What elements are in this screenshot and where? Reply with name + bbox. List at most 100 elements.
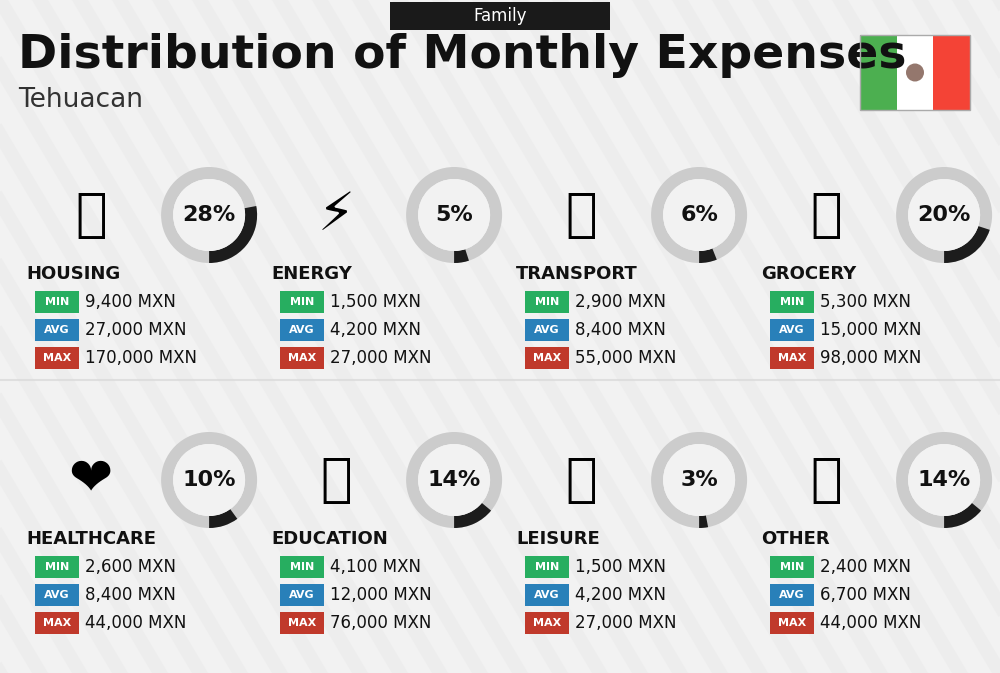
- Text: OTHER: OTHER: [761, 530, 830, 548]
- Text: MIN: MIN: [535, 562, 559, 572]
- Text: AVG: AVG: [534, 590, 560, 600]
- Text: 🏢: 🏢: [76, 189, 107, 241]
- Circle shape: [173, 444, 245, 516]
- Text: Distribution of Monthly Expenses: Distribution of Monthly Expenses: [18, 32, 906, 77]
- FancyBboxPatch shape: [525, 319, 569, 341]
- FancyBboxPatch shape: [770, 612, 814, 634]
- Text: AVG: AVG: [289, 590, 315, 600]
- Text: MIN: MIN: [290, 297, 314, 307]
- Text: MIN: MIN: [780, 562, 804, 572]
- Text: MAX: MAX: [288, 618, 316, 628]
- Text: 20%: 20%: [917, 205, 971, 225]
- Text: 10%: 10%: [182, 470, 236, 490]
- FancyBboxPatch shape: [525, 612, 569, 634]
- Text: Tehuacan: Tehuacan: [18, 87, 143, 113]
- Text: 2,900 MXN: 2,900 MXN: [575, 293, 666, 311]
- Text: 4,200 MXN: 4,200 MXN: [330, 321, 421, 339]
- Text: 44,000 MXN: 44,000 MXN: [820, 614, 921, 632]
- Text: 44,000 MXN: 44,000 MXN: [85, 614, 186, 632]
- Text: 55,000 MXN: 55,000 MXN: [575, 349, 676, 367]
- Text: 4,200 MXN: 4,200 MXN: [575, 586, 666, 604]
- Text: HOUSING: HOUSING: [26, 265, 120, 283]
- FancyBboxPatch shape: [933, 35, 970, 110]
- Text: 🎓: 🎓: [321, 454, 352, 506]
- Text: 15,000 MXN: 15,000 MXN: [820, 321, 922, 339]
- FancyBboxPatch shape: [897, 35, 933, 110]
- Text: 5,300 MXN: 5,300 MXN: [820, 293, 911, 311]
- Wedge shape: [944, 226, 990, 263]
- FancyBboxPatch shape: [280, 319, 324, 341]
- Text: AVG: AVG: [289, 325, 315, 335]
- Circle shape: [908, 179, 980, 251]
- Text: MAX: MAX: [288, 353, 316, 363]
- Text: HEALTHCARE: HEALTHCARE: [26, 530, 156, 548]
- Circle shape: [906, 63, 924, 81]
- Wedge shape: [944, 503, 981, 528]
- Text: ENERGY: ENERGY: [271, 265, 352, 283]
- Text: EDUCATION: EDUCATION: [271, 530, 388, 548]
- Text: 1,500 MXN: 1,500 MXN: [330, 293, 421, 311]
- Circle shape: [418, 179, 490, 251]
- Text: 27,000 MXN: 27,000 MXN: [330, 349, 432, 367]
- FancyBboxPatch shape: [770, 291, 814, 313]
- Text: AVG: AVG: [44, 325, 70, 335]
- FancyBboxPatch shape: [770, 347, 814, 369]
- Text: 6,700 MXN: 6,700 MXN: [820, 586, 911, 604]
- FancyBboxPatch shape: [35, 347, 79, 369]
- FancyBboxPatch shape: [525, 347, 569, 369]
- Text: 2,400 MXN: 2,400 MXN: [820, 558, 911, 576]
- Text: 6%: 6%: [680, 205, 718, 225]
- FancyBboxPatch shape: [280, 291, 324, 313]
- Wedge shape: [406, 167, 502, 263]
- Text: 170,000 MXN: 170,000 MXN: [85, 349, 197, 367]
- Text: MAX: MAX: [778, 618, 806, 628]
- Text: 12,000 MXN: 12,000 MXN: [330, 586, 432, 604]
- Text: 🛍️: 🛍️: [566, 454, 597, 506]
- Text: 28%: 28%: [182, 205, 236, 225]
- Text: ❤️: ❤️: [69, 454, 114, 506]
- FancyBboxPatch shape: [280, 556, 324, 578]
- Text: MAX: MAX: [778, 353, 806, 363]
- FancyBboxPatch shape: [390, 2, 610, 30]
- Text: MIN: MIN: [290, 562, 314, 572]
- FancyBboxPatch shape: [35, 319, 79, 341]
- Text: GROCERY: GROCERY: [761, 265, 856, 283]
- Text: AVG: AVG: [779, 325, 805, 335]
- Text: 76,000 MXN: 76,000 MXN: [330, 614, 431, 632]
- Text: 27,000 MXN: 27,000 MXN: [575, 614, 676, 632]
- Circle shape: [908, 444, 980, 516]
- Text: MIN: MIN: [780, 297, 804, 307]
- Text: AVG: AVG: [779, 590, 805, 600]
- FancyBboxPatch shape: [770, 556, 814, 578]
- Text: AVG: AVG: [44, 590, 70, 600]
- FancyBboxPatch shape: [525, 556, 569, 578]
- FancyBboxPatch shape: [770, 319, 814, 341]
- Text: 2,600 MXN: 2,600 MXN: [85, 558, 176, 576]
- FancyBboxPatch shape: [280, 612, 324, 634]
- FancyBboxPatch shape: [770, 584, 814, 606]
- Text: 💰: 💰: [811, 454, 842, 506]
- Wedge shape: [209, 206, 257, 263]
- Text: MAX: MAX: [533, 353, 561, 363]
- Text: MIN: MIN: [45, 297, 69, 307]
- Text: AVG: AVG: [534, 325, 560, 335]
- Text: 4,100 MXN: 4,100 MXN: [330, 558, 421, 576]
- FancyBboxPatch shape: [35, 612, 79, 634]
- Wedge shape: [161, 167, 257, 263]
- Text: Family: Family: [473, 7, 527, 25]
- Text: MAX: MAX: [43, 353, 71, 363]
- Circle shape: [663, 444, 735, 516]
- Text: MIN: MIN: [535, 297, 559, 307]
- Text: 8,400 MXN: 8,400 MXN: [85, 586, 176, 604]
- Text: 🚌: 🚌: [566, 189, 597, 241]
- Text: MAX: MAX: [43, 618, 71, 628]
- Text: 🛒: 🛒: [811, 189, 842, 241]
- Text: 14%: 14%: [917, 470, 971, 490]
- Text: MAX: MAX: [533, 618, 561, 628]
- Text: 8,400 MXN: 8,400 MXN: [575, 321, 666, 339]
- FancyBboxPatch shape: [525, 291, 569, 313]
- Circle shape: [418, 444, 490, 516]
- Wedge shape: [209, 509, 237, 528]
- Text: 1,500 MXN: 1,500 MXN: [575, 558, 666, 576]
- Text: MIN: MIN: [45, 562, 69, 572]
